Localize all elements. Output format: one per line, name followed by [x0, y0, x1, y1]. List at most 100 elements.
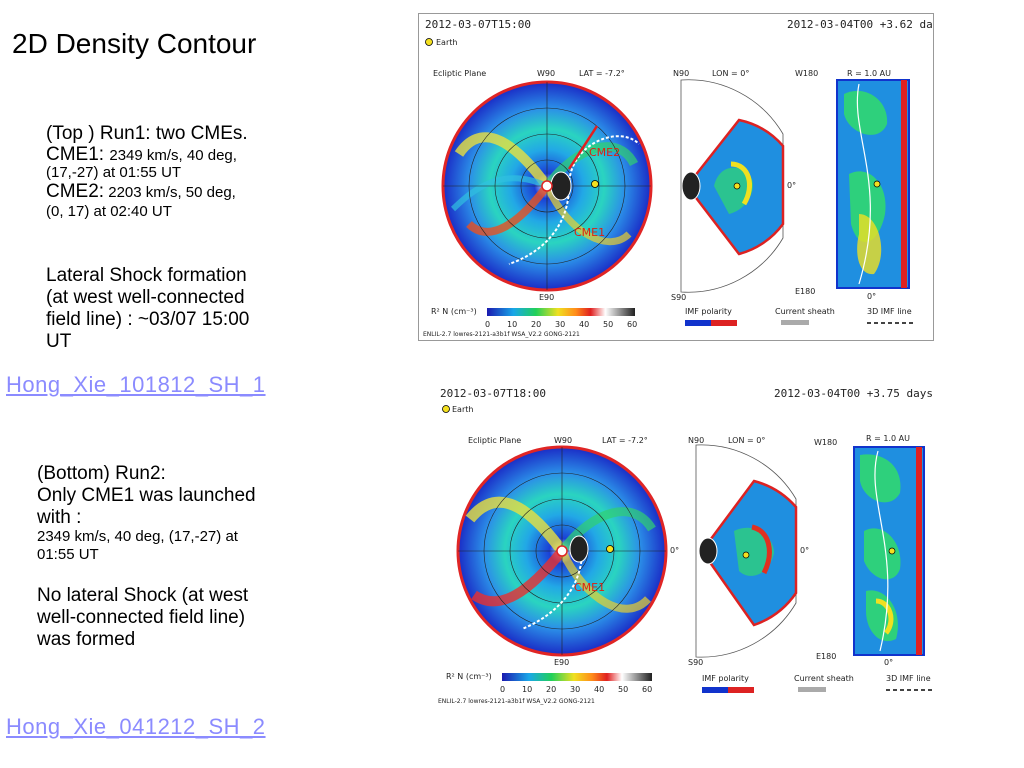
bottom-tick-60: 60 [642, 685, 652, 694]
top-tick-60: 60 [627, 320, 637, 329]
bottom-sheath-label: Current sheath [794, 674, 854, 683]
bottom-time-right: 2012-03-04T00 +3.75 days [774, 387, 933, 400]
bottom-lat-label: LAT = -7.2° [602, 436, 648, 445]
bottom-disc-zero: 0° [670, 546, 679, 555]
bottom-imf-label: IMF polarity [702, 674, 749, 683]
shock-line-3: field line) : ~03/07 15:00 [46, 309, 250, 330]
top-latlon-map [836, 79, 910, 289]
top-sheath-label: Current sheath [775, 307, 835, 316]
top-w90-label: W90 [537, 69, 555, 78]
top-sheath-swatch [781, 320, 809, 325]
bottom-map-zero: 0° [884, 658, 893, 667]
bottom-tick-50: 50 [618, 685, 628, 694]
cme2-arrow [567, 125, 599, 170]
top-tick-50: 50 [603, 320, 613, 329]
bottom-imf-plus [728, 687, 754, 693]
top-footer: ENLIL-2.7 lowres-2121-a3b1f WSA_V2.2 GON… [423, 331, 580, 338]
run2-heading: (Bottom) Run2: [37, 463, 166, 484]
top-cme1-label: CME1 [574, 226, 605, 239]
top-colorbar [487, 308, 635, 316]
link-hong-xie-2[interactable]: Hong_Xie_041212_SH_2 [6, 714, 266, 739]
top-map-zero: 0° [867, 292, 876, 301]
top-imf-plus [711, 320, 737, 326]
bottom-w90-label: W90 [554, 436, 572, 445]
bottom-colorbar-label: R² N (cm⁻³) [446, 672, 492, 681]
slide-title: 2D Density Contour [12, 28, 257, 59]
cme1-line: CME1: 2349 km/s, 40 deg, [46, 145, 237, 165]
run2-detail-2: 01:55 UT [37, 546, 99, 563]
bottom-enlil-panel: 2012-03-07T18:00 2012-03-04T00 +3.75 day… [434, 381, 948, 707]
earth-legend-icon [425, 38, 433, 46]
noshock-line-3: was formed [37, 629, 136, 650]
bottom-earth-label: Earth [452, 405, 473, 414]
top-ecliptic-label: Ecliptic Plane [433, 69, 486, 78]
cme2-detail: 2203 km/s, 50 deg, [104, 184, 236, 201]
top-e180-label: E180 [795, 287, 815, 296]
top-n90-label: N90 [673, 69, 689, 78]
noshock-line-2: well-connected field line) [37, 607, 246, 628]
bottom-earth-legend-icon [442, 405, 450, 413]
top-lon-label: LON = 0° [712, 69, 749, 78]
bottom-lon-label: LON = 0° [728, 436, 765, 445]
cme2-detail-2: (0, 17) at 02:40 UT [46, 203, 172, 220]
top-tick-20: 20 [531, 320, 541, 329]
bottom-meridional-wedge [695, 444, 798, 658]
bottom-footer: ENLIL-2.7 lowres-2121-a3b1f WSA_V2.2 GON… [438, 698, 595, 705]
top-ecliptic-disc [441, 80, 653, 292]
top-meridional-wedge [680, 79, 785, 293]
top-cme2-label: CME2 [589, 146, 620, 159]
top-imf-label: IMF polarity [685, 307, 732, 316]
noshock-line-1: No lateral Shock (at west [37, 585, 249, 606]
run2-detail-1: 2349 km/s, 40 deg, (17,-27) at [37, 528, 238, 545]
top-e90-label: E90 [539, 293, 554, 302]
bottom-colorbar [502, 673, 652, 681]
shock-line-4: UT [46, 331, 72, 352]
bottom-ecliptic-disc [456, 445, 668, 657]
top-s90-label: S90 [671, 293, 686, 302]
bottom-cme1-label: CME1 [574, 581, 605, 594]
bottom-imfline-label: 3D IMF line [886, 674, 931, 683]
bottom-s90-label: S90 [688, 658, 703, 667]
bottom-w180-label: W180 [814, 438, 837, 447]
bottom-tick-20: 20 [546, 685, 556, 694]
top-time-left: 2012-03-07T15:00 [425, 18, 531, 31]
bottom-tick-30: 30 [570, 685, 580, 694]
bottom-tick-10: 10 [522, 685, 532, 694]
top-tick-10: 10 [507, 320, 517, 329]
top-tick-30: 30 [555, 320, 565, 329]
cme1-detail-2: (17,-27) at 01:55 UT [46, 164, 182, 181]
top-enlil-panel: 2012-03-07T15:00 2012-03-04T00 +3.62 day… [418, 13, 934, 341]
bottom-wedge-zero: 0° [800, 546, 809, 555]
run1-heading: (Top ) Run1: two CMEs. [46, 123, 248, 144]
bottom-time-left: 2012-03-07T18:00 [440, 387, 546, 400]
top-tick-0: 0 [485, 320, 490, 329]
top-tick-40: 40 [579, 320, 589, 329]
cme1-label: CME1: [46, 144, 110, 165]
top-imfline-label: 3D IMF line [867, 307, 912, 316]
bottom-imf-minus [702, 687, 728, 693]
link-hong-xie-1[interactable]: Hong_Xie_101812_SH_1 [6, 372, 266, 397]
shock-line-1: Lateral Shock formation [46, 265, 247, 286]
top-imf-minus [685, 320, 711, 326]
top-wedge-zero: 0° [787, 181, 796, 190]
top-lat-label: LAT = -7.2° [579, 69, 625, 78]
bottom-tick-40: 40 [594, 685, 604, 694]
bottom-e90-label: E90 [554, 658, 569, 667]
bottom-ecliptic-label: Ecliptic Plane [468, 436, 521, 445]
bottom-n90-label: N90 [688, 436, 704, 445]
top-w180-label: W180 [795, 69, 818, 78]
bottom-r-label: R = 1.0 AU [866, 434, 910, 443]
top-earth-label: Earth [436, 38, 457, 47]
bottom-e180-label: E180 [816, 652, 836, 661]
bottom-latlon-map [853, 446, 925, 656]
run2-line-2: Only CME1 was launched [37, 485, 256, 506]
top-colorbar-label: R² N (cm⁻³) [431, 307, 477, 316]
run2-line-3: with : [37, 507, 82, 528]
cme2-label: CME2: [46, 181, 105, 202]
top-r-label: R = 1.0 AU [847, 69, 891, 78]
shock-line-2: (at west well-connected [46, 287, 245, 308]
cme2-line: CME2: 2203 km/s, 50 deg, [46, 182, 236, 202]
bottom-sheath-swatch [798, 687, 826, 692]
top-time-right: 2012-03-04T00 +3.62 days [787, 18, 933, 31]
cme1-detail: 2349 km/s, 40 deg, [109, 147, 237, 164]
